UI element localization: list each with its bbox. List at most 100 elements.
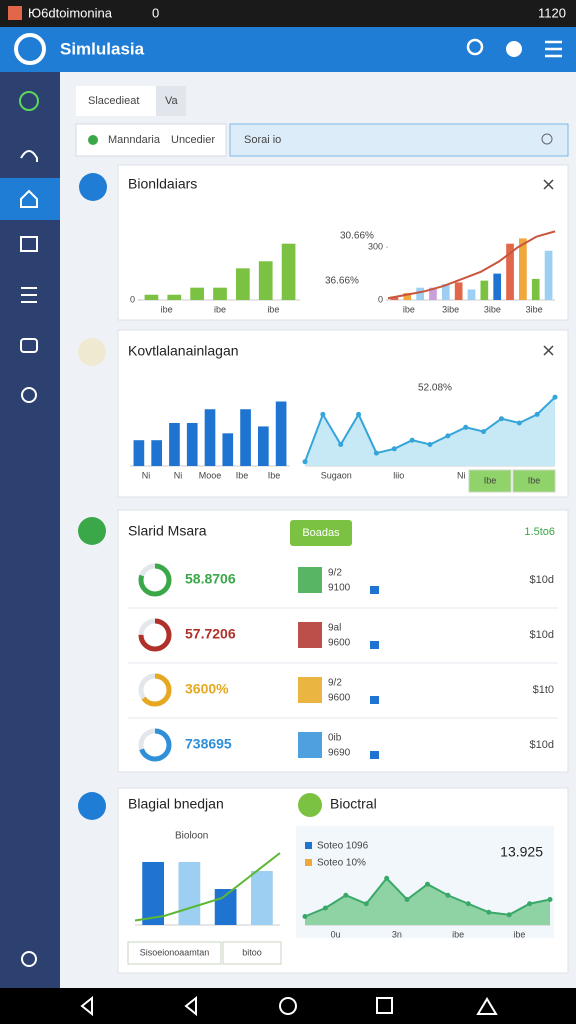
point <box>338 442 344 447</box>
x-tick-label: Ni <box>457 470 466 480</box>
app-bar <box>0 27 576 72</box>
bar <box>429 287 437 300</box>
status-text: Ю6dtoimonina <box>28 5 113 20</box>
point <box>427 442 433 447</box>
search-placeholder[interactable]: Sorai io <box>244 134 281 146</box>
nav-bar <box>0 988 576 1024</box>
chart-button[interactable] <box>468 469 512 493</box>
chart-button-label[interactable]: Ibe <box>528 475 541 485</box>
chart-button-label[interactable]: bitoo <box>242 947 262 957</box>
panel-value: 13.925 <box>500 844 543 860</box>
x-tick-label: ibe <box>403 304 415 314</box>
card-icon <box>78 517 106 545</box>
tab-label[interactable]: Va <box>165 95 179 107</box>
chart-button[interactable] <box>512 469 556 493</box>
annotation: 30.66% <box>340 231 374 242</box>
app-logo <box>14 33 46 65</box>
bar <box>493 273 502 300</box>
bar <box>222 433 234 466</box>
point <box>322 905 328 911</box>
annotation: Bioloon <box>175 831 208 842</box>
point <box>552 394 558 400</box>
bar <box>416 287 424 300</box>
filter-label[interactable]: Uncedier <box>171 134 215 146</box>
row-icon <box>298 732 322 758</box>
point <box>320 411 326 417</box>
row-amount: $1t0 <box>533 684 554 696</box>
legend-label: Soteo 10% <box>317 858 366 869</box>
chart-button[interactable] <box>222 941 282 965</box>
row-value: 3600% <box>185 681 229 697</box>
point <box>445 433 451 439</box>
y-tick-label: 0 <box>130 294 135 304</box>
bar <box>190 287 204 300</box>
x-tick-label: 3ibe <box>484 304 501 314</box>
row-amount: $10d <box>530 574 554 586</box>
x-tick-label: liio <box>393 470 404 480</box>
legend-swatch <box>305 842 312 849</box>
point <box>445 892 451 898</box>
row-sub: 9600 <box>328 638 351 649</box>
row-amount: $10d <box>530 739 554 751</box>
close-icon[interactable] <box>543 179 554 356</box>
chart-button-label[interactable]: Sisoeionoaamtan <box>140 947 210 957</box>
bar <box>506 243 514 300</box>
search-icon[interactable] <box>541 133 553 145</box>
tab-label[interactable]: Slacedieat <box>88 95 139 107</box>
settings-icon[interactable] <box>506 41 522 57</box>
ring <box>138 618 172 652</box>
card-button[interactable] <box>290 520 352 546</box>
legend-label: Soteo 1096 <box>317 841 369 852</box>
point <box>373 450 379 456</box>
card-icon <box>79 173 107 201</box>
bar <box>258 261 273 300</box>
menu-icon[interactable] <box>545 40 562 58</box>
card-title: Blagial bnedjan <box>128 796 224 812</box>
point <box>534 411 540 417</box>
tab[interactable] <box>156 86 186 116</box>
annotation: 36.66% <box>325 276 359 287</box>
card-button-label[interactable]: Boadas <box>302 527 340 539</box>
filter-label[interactable]: Manndaria <box>108 134 161 146</box>
row-amount: $10d <box>530 629 554 641</box>
filter[interactable] <box>75 123 227 157</box>
point <box>343 892 349 898</box>
row-icon <box>298 567 322 593</box>
trend-line <box>134 852 281 922</box>
panel-icon <box>298 793 322 817</box>
x-tick-label: Ibe <box>236 470 249 480</box>
row-value: 738695 <box>185 736 232 752</box>
row-code: 9/2 <box>328 678 342 689</box>
y-tick-label: 0 <box>378 294 383 304</box>
bar <box>204 409 216 466</box>
sidebar-icons[interactable] <box>19 91 39 967</box>
point <box>384 875 390 881</box>
y-tick-label: 300 <box>368 242 383 252</box>
sidebar <box>0 72 60 988</box>
status-icon <box>8 6 22 20</box>
x-tick-label: 0u <box>331 929 341 939</box>
annotation: 52.08% <box>418 383 452 394</box>
x-tick-label: Sugaon <box>321 470 352 480</box>
x-tick-label: ibe <box>267 304 279 314</box>
search-box[interactable] <box>229 123 569 157</box>
search-icon[interactable] <box>466 38 484 56</box>
bar <box>403 292 412 300</box>
point <box>465 901 471 907</box>
point <box>425 881 430 887</box>
row-code: 0ib <box>328 733 342 744</box>
chart-button[interactable] <box>127 941 222 965</box>
point <box>527 901 533 907</box>
bar <box>151 440 162 466</box>
chart-button-label[interactable]: Ibe <box>484 475 497 485</box>
status-signal: 0 <box>152 5 159 20</box>
point <box>302 459 308 465</box>
card-title: Kovtlalanainlagan <box>128 343 239 359</box>
bar <box>133 440 145 466</box>
sidebar-active <box>0 178 60 220</box>
row-tag <box>370 751 379 759</box>
x-tick-label: ibe <box>513 929 525 939</box>
x-tick-label: ibe <box>452 929 464 939</box>
nav-buttons[interactable] <box>80 995 498 1017</box>
x-tick-label: Mooe <box>199 470 222 480</box>
